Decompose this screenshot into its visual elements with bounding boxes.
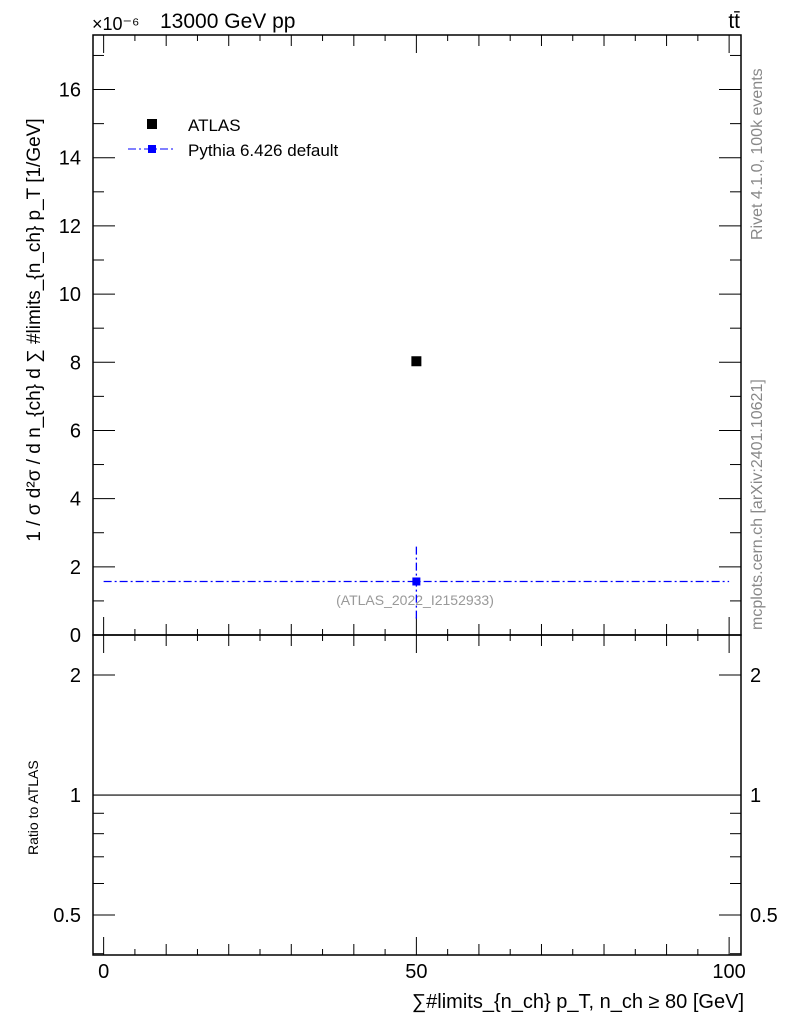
- title-right: tt̄: [728, 10, 740, 33]
- legend-pythia-marker: [148, 145, 156, 153]
- y-tick-label: 12: [59, 216, 81, 238]
- ratio-y-tick-label: 1: [70, 785, 81, 807]
- pythia-point: [412, 577, 421, 586]
- title-left: 13000 GeV pp: [160, 10, 295, 33]
- legend-atlas-marker: [147, 119, 157, 129]
- y-tick-label: 0: [70, 625, 81, 647]
- atlas-point: [411, 356, 422, 367]
- annotation: (ATLAS_2022_I2152933): [336, 592, 494, 608]
- ratio-y-tick-label: 0.5: [53, 905, 81, 927]
- legend-atlas-label: ATLAS: [188, 116, 241, 135]
- ratio-y-tick-label-right: 0.5: [750, 905, 778, 927]
- ratio-y-tick-label: 2: [70, 665, 81, 687]
- ratio-ylabel: Ratio to ATLAS: [25, 760, 41, 855]
- xlabel: ∑#limits_{n_ch} p_T, n_ch ≥ 80 [GeV]: [412, 991, 744, 1013]
- y-tick-label: 14: [59, 148, 81, 170]
- legend-pythia-label: Pythia 6.426 default: [188, 141, 339, 160]
- y-tick-label: 10: [59, 284, 81, 306]
- x-tick-label: 100: [712, 961, 745, 983]
- mcplots-label: mcplots.cern.ch [arXiv:2401.10621]: [749, 379, 766, 630]
- rivet-label: Rivet 4.1.0, 100k events: [749, 68, 766, 240]
- x-tick-label: 50: [405, 961, 427, 983]
- exponent-label: ×10⁻⁶: [92, 14, 139, 34]
- main-ylabel: 1 / σ d²σ / d n_{ch} d ∑ #limits_{n_ch} …: [24, 118, 45, 541]
- y-tick-label: 16: [59, 80, 81, 102]
- y-tick-label: 4: [70, 489, 81, 511]
- x-tick-label: 0: [98, 961, 109, 983]
- ratio-y-tick-label-right: 1: [750, 785, 761, 807]
- y-tick-label: 2: [70, 557, 81, 579]
- y-tick-label: 6: [70, 420, 81, 442]
- y-tick-label: 8: [70, 352, 81, 374]
- ratio-y-tick-label-right: 2: [750, 665, 761, 687]
